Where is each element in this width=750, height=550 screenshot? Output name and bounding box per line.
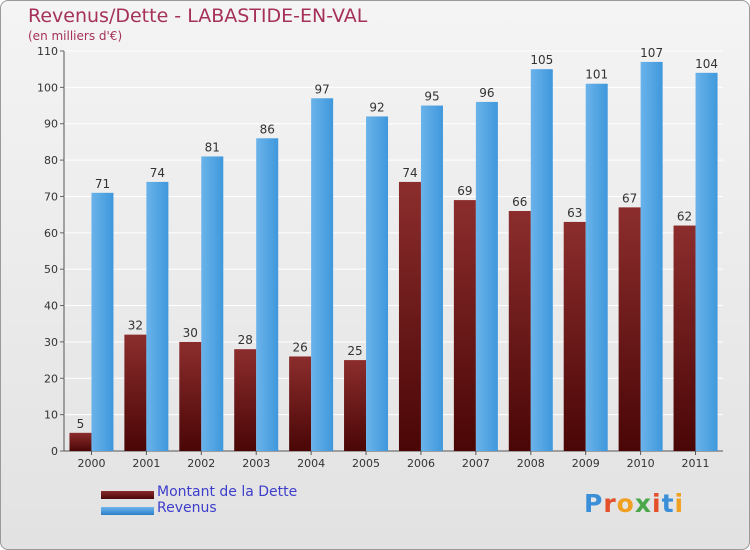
data-label-dette-2005: 25: [347, 344, 362, 358]
bar-revenus-2009: [585, 83, 608, 452]
bar-revenus-2001: [146, 181, 169, 451]
data-label-dette-2001: 32: [128, 319, 143, 333]
y-tick-label: 40: [44, 300, 58, 313]
data-label-revenus-2009: 101: [585, 68, 608, 82]
y-tick-label: 80: [44, 154, 58, 167]
bar-revenus-2000: [91, 192, 114, 451]
data-label-dette-2003: 28: [238, 333, 253, 347]
bar-dette-2004: [289, 356, 312, 451]
data-label-revenus-2006: 95: [424, 90, 439, 104]
bar-dette-2005: [344, 360, 367, 451]
chart-title: Revenus/Dette - LABASTIDE-EN-VAL: [28, 5, 368, 27]
bar-revenus-2003: [256, 138, 279, 452]
bar-revenus-2004: [311, 98, 334, 451]
x-tick-label: 2011: [682, 457, 710, 470]
y-tick-label: 0: [51, 445, 58, 458]
bar-dette-2007: [453, 200, 476, 451]
bar-dette-2003: [234, 349, 257, 451]
y-tick-label: 90: [44, 118, 58, 131]
bar-revenus-2005: [366, 116, 389, 452]
bar-dette-2009: [563, 221, 586, 451]
chart-subtitle: (en milliers d'€): [28, 29, 123, 43]
legend-swatch-revenus: [101, 507, 154, 515]
bar-dette-2010: [618, 207, 641, 451]
y-tick-label: 70: [44, 190, 58, 203]
x-tick-label: 2008: [517, 457, 545, 470]
data-label-revenus-2007: 96: [479, 86, 494, 100]
bar-dette-2001: [124, 334, 147, 451]
bar-revenus-2010: [640, 61, 663, 452]
bar-revenus-2008: [530, 69, 553, 451]
legend-label-dette: Montant de la Dette: [157, 484, 298, 500]
data-label-revenus-2002: 81: [205, 140, 220, 154]
x-tick-label: 2000: [77, 457, 105, 470]
legend-swatch-dette: [101, 491, 154, 499]
data-label-revenus-2008: 105: [530, 53, 553, 67]
x-tick-label: 2001: [132, 457, 160, 470]
y-tick-label: 110: [37, 45, 58, 58]
data-label-dette-2008: 66: [512, 195, 527, 209]
data-label-dette-2007: 69: [457, 184, 472, 198]
x-tick-label: 2009: [572, 457, 600, 470]
data-label-revenus-2010: 107: [640, 46, 663, 60]
x-tick-label: 2005: [352, 457, 380, 470]
data-label-revenus-2003: 86: [260, 122, 275, 136]
data-label-dette-2011: 62: [677, 210, 692, 224]
data-label-revenus-2011: 104: [695, 57, 718, 71]
data-label-revenus-2005: 92: [369, 100, 384, 114]
bar-dette-2011: [673, 225, 696, 451]
x-tick-label: 2010: [627, 457, 655, 470]
y-tick-label: 100: [37, 81, 58, 94]
data-label-dette-2006: 74: [402, 166, 417, 180]
bar-dette-2000: [69, 432, 92, 451]
x-tick-label: 2002: [187, 457, 215, 470]
y-tick-label: 20: [44, 372, 58, 385]
y-tick-label: 50: [44, 263, 58, 276]
data-label-dette-2002: 30: [183, 326, 198, 340]
data-label-revenus-2000: 71: [95, 177, 110, 191]
bar-dette-2002: [179, 341, 202, 451]
legend-label-revenus: Revenus: [157, 500, 217, 516]
data-label-dette-2000: 5: [77, 417, 85, 431]
bar-revenus-2006: [420, 105, 443, 451]
bar-revenus-2007: [475, 101, 498, 451]
x-tick-label: 2006: [407, 457, 435, 470]
x-tick-label: 2004: [297, 457, 325, 470]
y-tick-label: 10: [44, 409, 58, 422]
bar-dette-2006: [398, 181, 421, 451]
bar-revenus-2002: [201, 156, 224, 452]
x-tick-label: 2003: [242, 457, 270, 470]
data-label-revenus-2001: 74: [150, 166, 165, 180]
data-label-dette-2004: 26: [292, 340, 307, 354]
bar-dette-2008: [508, 211, 531, 451]
proxiti-logo: Proxiti: [584, 489, 685, 518]
data-label-dette-2009: 63: [567, 206, 582, 220]
data-label-dette-2010: 67: [622, 191, 637, 205]
x-tick-label: 2007: [462, 457, 490, 470]
bar-revenus-2011: [695, 72, 718, 452]
y-tick-label: 60: [44, 227, 58, 240]
data-label-revenus-2004: 97: [314, 82, 329, 96]
y-tick-label: 30: [44, 336, 58, 349]
